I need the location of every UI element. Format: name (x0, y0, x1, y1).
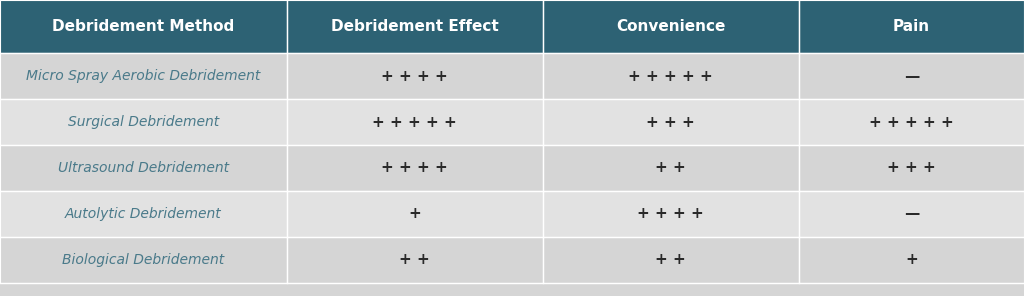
FancyBboxPatch shape (287, 237, 543, 283)
FancyBboxPatch shape (543, 99, 799, 145)
FancyBboxPatch shape (287, 191, 543, 237)
FancyBboxPatch shape (287, 99, 543, 145)
FancyBboxPatch shape (0, 0, 287, 53)
Text: + +: + + (655, 160, 686, 176)
Text: + + + + +: + + + + + (373, 115, 457, 130)
FancyBboxPatch shape (799, 191, 1024, 237)
FancyBboxPatch shape (799, 99, 1024, 145)
Text: + +: + + (399, 252, 430, 267)
FancyBboxPatch shape (799, 145, 1024, 191)
FancyBboxPatch shape (543, 0, 799, 53)
FancyBboxPatch shape (543, 53, 799, 99)
Text: Micro Spray Aerobic Debridement: Micro Spray Aerobic Debridement (27, 69, 260, 83)
Text: Autolytic Debridement: Autolytic Debridement (65, 207, 222, 221)
FancyBboxPatch shape (0, 191, 287, 237)
Text: Biological Debridement: Biological Debridement (62, 253, 224, 267)
Text: —: — (903, 206, 920, 221)
Text: Pain: Pain (893, 19, 930, 34)
FancyBboxPatch shape (543, 237, 799, 283)
FancyBboxPatch shape (543, 191, 799, 237)
FancyBboxPatch shape (799, 53, 1024, 99)
Text: Debridement Method: Debridement Method (52, 19, 234, 34)
Text: + + + +: + + + + (381, 69, 449, 84)
FancyBboxPatch shape (287, 53, 543, 99)
FancyBboxPatch shape (799, 0, 1024, 53)
Text: Convenience: Convenience (616, 19, 725, 34)
FancyBboxPatch shape (0, 237, 287, 283)
Text: + + + +: + + + + (637, 206, 705, 221)
Text: + + + +: + + + + (381, 160, 449, 176)
Text: + +: + + (655, 252, 686, 267)
FancyBboxPatch shape (287, 145, 543, 191)
Text: + + + + +: + + + + + (629, 69, 713, 84)
Text: Debridement Effect: Debridement Effect (331, 19, 499, 34)
Text: Ultrasound Debridement: Ultrasound Debridement (57, 161, 229, 175)
Text: + + +: + + + (646, 115, 695, 130)
FancyBboxPatch shape (0, 99, 287, 145)
Text: +: + (905, 252, 918, 267)
Text: + + +: + + + (887, 160, 936, 176)
FancyBboxPatch shape (799, 237, 1024, 283)
Text: +: + (409, 206, 421, 221)
FancyBboxPatch shape (287, 0, 543, 53)
FancyBboxPatch shape (0, 53, 287, 99)
Text: + + + + +: + + + + + (869, 115, 953, 130)
FancyBboxPatch shape (0, 145, 287, 191)
FancyBboxPatch shape (543, 145, 799, 191)
Text: Surgical Debridement: Surgical Debridement (68, 115, 219, 129)
Text: —: — (903, 69, 920, 84)
